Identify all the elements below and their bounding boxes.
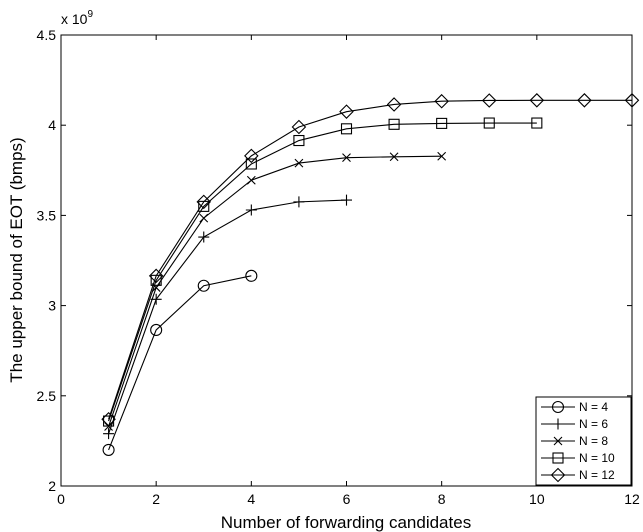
x-tick-label: 8 xyxy=(438,491,446,507)
y-tick-label: 4.5 xyxy=(37,27,57,43)
data-point-diamond xyxy=(529,93,545,108)
data-point-square xyxy=(531,117,543,129)
data-point-square xyxy=(293,134,305,147)
data-point-circle xyxy=(197,279,210,292)
legend-item: N = 4 xyxy=(541,400,608,414)
legend-label: N = 8 xyxy=(579,434,608,448)
legend-label: N = 4 xyxy=(579,400,608,414)
legend-label: N = 12 xyxy=(579,468,615,482)
legend-marker-circle xyxy=(551,400,565,414)
data-point-x xyxy=(294,158,304,168)
data-point-x xyxy=(199,213,209,223)
x-tick-label: 10 xyxy=(529,491,545,507)
data-point-diamond xyxy=(196,194,212,210)
x-axis-label: Number of forwarding candidates xyxy=(221,513,471,532)
data-point-diamond xyxy=(148,268,164,284)
data-point-diamond xyxy=(291,119,307,135)
y-tick-label: 3 xyxy=(48,298,56,314)
legend-marker-diamond xyxy=(550,467,566,483)
y-scale-factor: x 109 xyxy=(61,9,93,27)
data-point-plus xyxy=(293,196,305,208)
legend-item: N = 8 xyxy=(541,434,608,448)
x-tick-label: 2 xyxy=(152,491,160,507)
series-n10 xyxy=(103,117,543,427)
x-tick-label: 6 xyxy=(343,491,351,507)
data-point-plus xyxy=(341,194,352,206)
y-tick-label: 2.5 xyxy=(37,388,57,404)
x-tick-label: 4 xyxy=(247,491,255,507)
y-tick-label: 2 xyxy=(48,478,56,494)
data-point-diamond xyxy=(244,148,259,164)
x-tick-label: 12 xyxy=(624,491,640,507)
legend-item: N = 6 xyxy=(541,417,608,431)
series-line xyxy=(108,275,252,451)
legend-marker-square xyxy=(552,452,564,464)
data-point-circle xyxy=(245,269,258,282)
y-scale-exponent: 9 xyxy=(87,9,93,20)
data-point-square xyxy=(245,158,257,170)
data-point-diamond xyxy=(434,93,449,109)
legend: N = 4 N = 6 N = 8 N = 10 N = 12 xyxy=(535,396,632,486)
data-point-plus xyxy=(245,204,257,216)
data-point-circle xyxy=(102,443,115,456)
data-point-x xyxy=(389,152,399,162)
data-point-plus xyxy=(103,428,115,440)
data-point-square xyxy=(483,117,495,129)
x-tick-label: 0 xyxy=(57,491,65,507)
data-point-square xyxy=(388,118,400,130)
data-point-x xyxy=(246,175,256,185)
series-n8 xyxy=(104,151,447,431)
series-line xyxy=(108,99,632,420)
series-layer xyxy=(101,93,640,456)
legend-label: N = 6 xyxy=(579,417,608,431)
legend-label: N = 10 xyxy=(579,451,615,465)
legend-marker-plus xyxy=(552,418,564,430)
data-point-diamond xyxy=(577,93,592,108)
data-point-circle xyxy=(150,323,163,337)
y-axis-label: The upper bound of EOT (bmps) xyxy=(7,137,26,382)
series-line xyxy=(108,199,347,434)
series-line xyxy=(108,122,537,422)
data-point-x xyxy=(342,153,351,163)
y-tick-label: 3.5 xyxy=(37,207,57,223)
series-n6 xyxy=(103,194,352,440)
series-line xyxy=(108,155,442,427)
legend-marker-x xyxy=(553,436,563,446)
data-point-diamond xyxy=(339,104,354,119)
data-point-diamond xyxy=(101,411,116,427)
y-axis: 2 2.5 3 3.5 4 4.5 xyxy=(37,27,632,494)
data-point-diamond xyxy=(624,93,640,108)
data-point-plus xyxy=(198,231,210,243)
series-n4 xyxy=(102,269,258,456)
y-tick-label: 4 xyxy=(48,117,56,133)
data-point-x xyxy=(437,151,447,161)
legend-item: N = 12 xyxy=(541,467,615,483)
data-point-square xyxy=(340,123,353,135)
data-point-square xyxy=(436,117,448,129)
data-point-diamond xyxy=(386,97,402,112)
data-point-diamond xyxy=(481,93,497,108)
legend-item: N = 10 xyxy=(541,451,615,465)
x-axis: 0 2 4 6 8 10 12 xyxy=(57,35,640,507)
series-n12 xyxy=(101,93,640,427)
